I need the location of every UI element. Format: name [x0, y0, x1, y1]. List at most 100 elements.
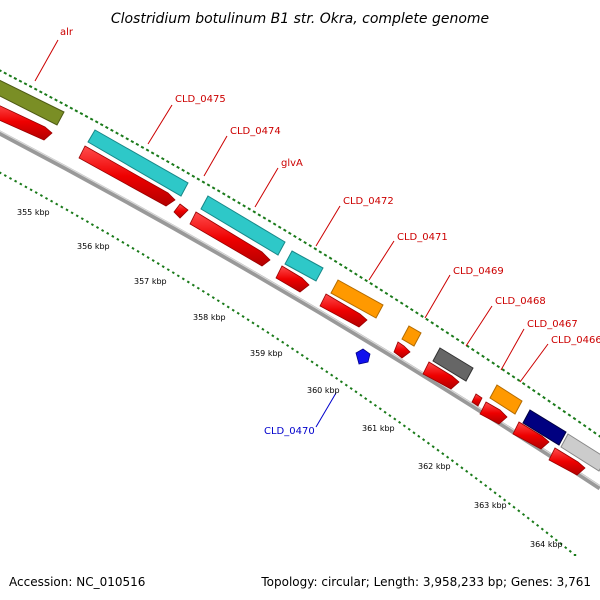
- gene-label-cld0467[interactable]: CLD_0467: [527, 319, 578, 330]
- ring-dot: [181, 277, 185, 281]
- leader-line: [254, 167, 279, 208]
- cds-arrow[interactable]: [0, 103, 53, 141]
- ring-dot: [348, 269, 353, 273]
- cds-arrow[interactable]: [393, 341, 411, 359]
- ring-dot: [186, 280, 190, 284]
- leader-line: [147, 104, 173, 145]
- gene-next-box[interactable]: [560, 433, 600, 472]
- ring-dot: [29, 188, 33, 192]
- tick-label: 359 kbp: [250, 349, 283, 358]
- cds-arrow[interactable]: [422, 361, 460, 390]
- gene-cld0470-box[interactable]: [355, 348, 371, 365]
- ring-dot: [84, 114, 89, 118]
- accession-text: Accession: NC_010516: [9, 575, 145, 589]
- gene-label-alr[interactable]: alr: [60, 27, 74, 38]
- ring-dot: [261, 327, 265, 331]
- ring-dot: [398, 420, 402, 424]
- gene-label-cld0466[interactable]: CLD_0466: [551, 335, 600, 346]
- gene-label-cld0472[interactable]: CLD_0472: [343, 196, 394, 207]
- gene-label-cld0469[interactable]: CLD_0469: [453, 266, 504, 277]
- cds-arrow[interactable]: [512, 421, 550, 450]
- gene-glva-box[interactable]: [200, 195, 286, 256]
- gene-label-glva[interactable]: glvA: [281, 158, 303, 169]
- ring-dot: [130, 139, 135, 144]
- tick-label: 361 kbp: [362, 424, 395, 433]
- ring-dot: [486, 358, 490, 362]
- ring-dot: [498, 494, 502, 498]
- gene-cld0469-box[interactable]: [401, 325, 422, 347]
- gene-label-cld0471[interactable]: CLD_0471: [397, 232, 448, 243]
- ring-dot: [343, 266, 348, 270]
- ring-dot: [577, 420, 582, 424]
- gene-label-cld0468[interactable]: CLD_0468: [495, 296, 546, 307]
- ring-dot: [211, 296, 215, 300]
- ring-dot: [542, 395, 546, 400]
- ring-dot: [318, 250, 323, 254]
- leader-line: [315, 392, 337, 428]
- ring-dot: [460, 341, 465, 345]
- ring-dot: [290, 347, 295, 351]
- cds-arrow[interactable]: [78, 145, 176, 207]
- ring-dot: [469, 473, 473, 477]
- ring-dot: [537, 392, 541, 396]
- ring-dot: [547, 399, 551, 403]
- ring-dot: [125, 137, 129, 141]
- ring-dot: [286, 344, 290, 347]
- ring-dot: [552, 402, 557, 407]
- ring-dot: [171, 271, 175, 275]
- ring-dot: [436, 448, 440, 452]
- ring-dot: [567, 413, 572, 417]
- ring-dot: [557, 406, 562, 410]
- ring-dot: [420, 314, 424, 318]
- gene-cld0471-box[interactable]: [330, 279, 384, 319]
- ring-dot: [156, 262, 160, 265]
- gene-cld0466-box[interactable]: [522, 409, 567, 446]
- gene-alr-box[interactable]: [0, 78, 65, 126]
- ring-dot: [313, 247, 318, 251]
- ring-dot: [216, 189, 221, 193]
- cds-arrow[interactable]: [189, 211, 271, 267]
- cds-arrow[interactable]: [319, 293, 368, 328]
- ring-dot: [44, 196, 49, 200]
- cds-arrow[interactable]: [173, 203, 189, 219]
- ring-dot: [282, 228, 287, 232]
- ring-dot: [501, 368, 506, 372]
- cds-arrow[interactable]: [471, 393, 483, 407]
- ring-dot: [409, 307, 414, 312]
- gene-label-cld0475[interactable]: CLD_0475: [175, 94, 226, 105]
- ring-dot: [516, 378, 521, 382]
- gene-cld0475-box[interactable]: [87, 129, 189, 197]
- cds-arrow[interactable]: [479, 401, 508, 425]
- gene-cld0467-box[interactable]: [489, 384, 523, 415]
- ring-dot: [407, 427, 411, 431]
- ring-dot: [201, 289, 205, 293]
- ring-dot: [79, 112, 84, 116]
- tick-label: 363 kbp: [474, 501, 507, 510]
- gene-cld0472-box[interactable]: [284, 250, 324, 282]
- gene-label-cld0470[interactable]: CLD_0470: [264, 426, 315, 437]
- ring-dot: [564, 546, 568, 550]
- ring-dot: [94, 120, 99, 124]
- ring-dot: [166, 268, 170, 272]
- leader-line: [519, 343, 549, 383]
- ring-dot: [445, 331, 450, 335]
- ring-dot: [587, 427, 592, 431]
- ring-dot: [369, 400, 373, 404]
- tick-label: 360 kbp: [307, 386, 340, 395]
- ring-dot: [568, 549, 572, 553]
- gene-cld0468-box[interactable]: [432, 347, 474, 382]
- ring-dot: [266, 331, 270, 334]
- gene-label-cld0474[interactable]: CLD_0474: [230, 126, 281, 137]
- ring-dot: [354, 390, 358, 394]
- leader-line: [203, 135, 228, 177]
- leader-line: [315, 205, 341, 247]
- ring-dot: [232, 198, 236, 202]
- tick-label: 358 kbp: [193, 313, 226, 322]
- ring-dot: [277, 225, 282, 229]
- label-leaders: [34, 39, 549, 428]
- ring-dot: [536, 523, 540, 527]
- cds-arrow[interactable]: [548, 447, 586, 476]
- ring-dot: [389, 294, 394, 299]
- ring-dot: [379, 288, 384, 292]
- cds-arrow[interactable]: [275, 265, 310, 293]
